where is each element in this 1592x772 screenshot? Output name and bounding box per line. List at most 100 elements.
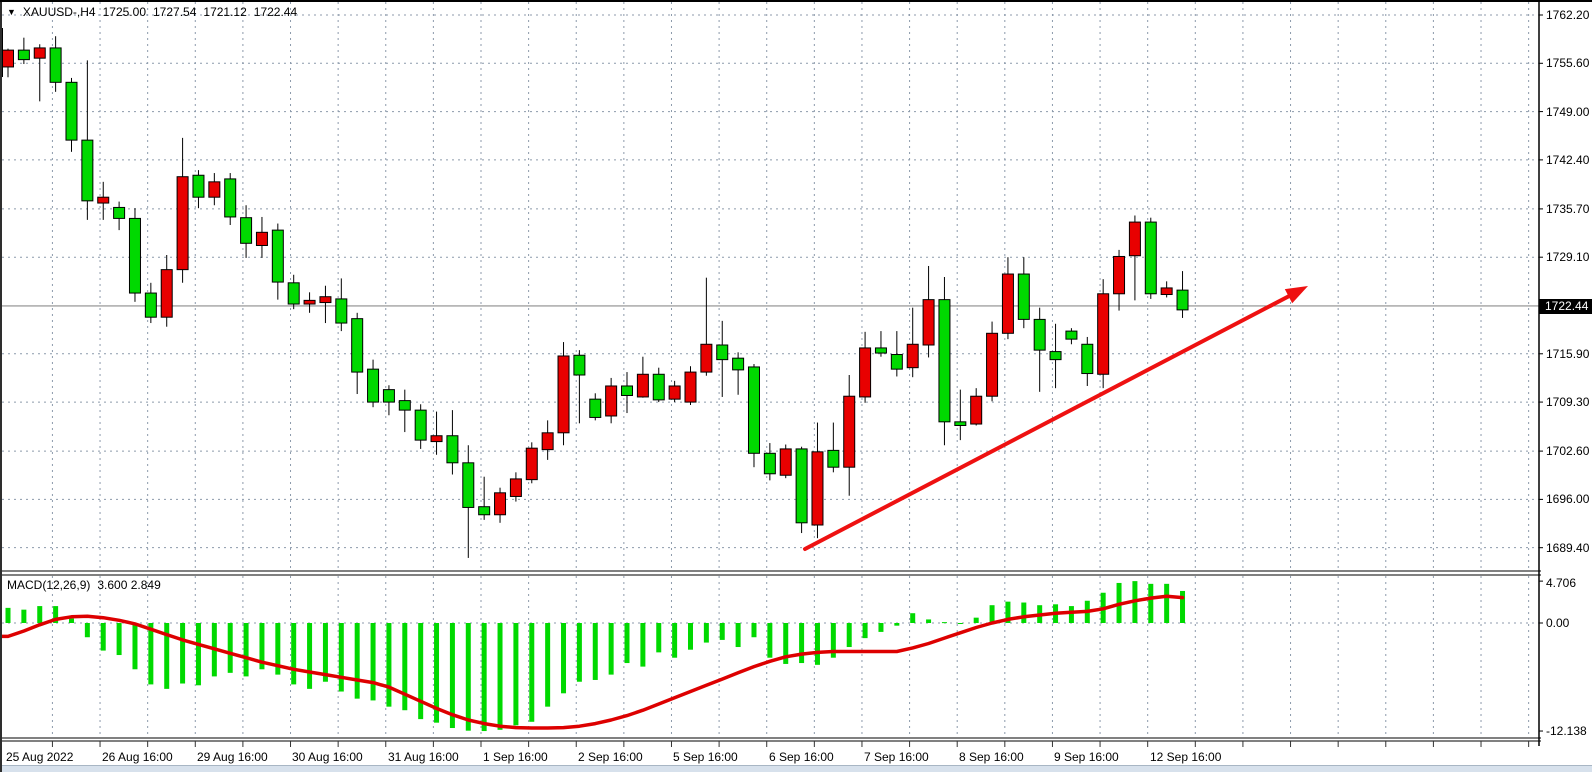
horizontal-scrollbar[interactable] xyxy=(0,765,1592,772)
candle-bearish xyxy=(779,448,792,476)
candle-bearish xyxy=(684,371,697,403)
macd-axis-label-max: 4.706 xyxy=(1546,576,1577,591)
price-axis-label: 1715.90 xyxy=(1546,346,1590,361)
date-axis-label: 8 Sep 16:00 xyxy=(959,750,1024,764)
candle-bullish xyxy=(81,139,94,202)
price-axis-label: 1696.00 xyxy=(1546,492,1590,507)
candle-bearish xyxy=(906,343,919,369)
macd-signal-line xyxy=(0,594,1185,730)
macd-histogram-bar xyxy=(259,623,265,670)
macd-histogram-bar xyxy=(640,623,646,667)
macd-histogram-bar xyxy=(719,623,725,640)
macd-histogram-bar xyxy=(751,623,757,638)
date-axis-label: 6 Sep 16:00 xyxy=(769,750,834,764)
macd-histogram-bar xyxy=(941,622,947,624)
candle-bearish xyxy=(33,47,46,59)
macd-histogram-bar xyxy=(1005,601,1011,623)
candle-bullish xyxy=(478,506,491,516)
candle-bearish xyxy=(1128,221,1141,257)
macd-histogram-bar xyxy=(418,623,424,720)
macd-histogram-bar xyxy=(243,623,249,677)
macd-histogram-bar xyxy=(291,623,297,685)
current-price-tag: 1722.44 xyxy=(1539,299,1592,314)
macd-histogram-bar xyxy=(783,623,789,664)
macd-histogram-bar xyxy=(338,623,344,692)
macd-axis-label-zero: 0.00 xyxy=(1546,616,1570,630)
candle-bearish xyxy=(430,435,443,443)
macd-histogram-bar xyxy=(1068,606,1074,623)
macd-histogram-bar xyxy=(180,623,186,684)
price-axis-label: 1702.60 xyxy=(1546,444,1590,459)
macd-histogram-bar xyxy=(497,623,503,730)
candle-bearish xyxy=(859,347,872,398)
macd-histogram-bar xyxy=(1180,590,1186,623)
candle-bearish xyxy=(160,269,173,318)
trend-arrow-line xyxy=(803,291,1297,551)
candle-bullish xyxy=(763,452,776,475)
macd-histogram-bar xyxy=(561,623,567,694)
macd-histogram-bar xyxy=(481,623,487,732)
candle-bullish xyxy=(1176,289,1189,311)
candle-bearish xyxy=(700,343,713,373)
macd-current-values: 3.600 2.849 xyxy=(97,578,161,592)
date-axis-label: 25 Aug 2022 xyxy=(6,750,74,764)
candle-bullish xyxy=(17,49,30,61)
candle-bullish xyxy=(589,398,602,418)
macd-histogram-bar xyxy=(910,613,916,623)
macd-histogram-bar xyxy=(132,623,138,670)
macd-histogram-bar xyxy=(116,623,122,656)
macd-histogram-bar xyxy=(322,623,328,682)
macd-histogram-bar xyxy=(307,623,313,689)
date-axis-label: 29 Aug 16:00 xyxy=(197,750,268,764)
price-axis-label: 1742.40 xyxy=(1546,152,1590,167)
macd-histogram-bar xyxy=(878,623,884,632)
macd-histogram-bar xyxy=(608,623,614,675)
price-axis-label: 1762.20 xyxy=(1546,8,1590,22)
ohlc-close: 1722.44 xyxy=(253,5,298,19)
candle-bullish xyxy=(1144,221,1157,295)
ohlc-open: 1725.00 xyxy=(102,5,146,19)
candle-bearish xyxy=(176,176,189,271)
candle-bullish xyxy=(240,217,253,244)
candle-bearish xyxy=(811,451,824,526)
macd-histogram-bar xyxy=(68,618,74,623)
macd-axis-label-min: -12.138 xyxy=(1546,724,1587,739)
candle-bullish xyxy=(938,299,951,423)
candle-bearish xyxy=(1097,293,1110,375)
macd-histogram-bar xyxy=(148,623,154,685)
macd-indicator-label: MACD(12,26,9) 3.600 2.849 xyxy=(7,578,161,592)
candle-bullish xyxy=(1017,273,1030,320)
window-left-border xyxy=(0,0,2,772)
macd-histogram-bar xyxy=(545,623,551,707)
macd-histogram-bar xyxy=(195,623,201,686)
candle-bullish xyxy=(271,229,284,283)
symbol-timeframe-label: XAUUSD-,H4 xyxy=(22,5,96,19)
macd-histogram-bar xyxy=(449,623,455,729)
macd-histogram-bar xyxy=(465,623,471,731)
candle-bullish xyxy=(1033,318,1046,351)
symbol-collapse-icon[interactable]: ▼ xyxy=(7,7,16,17)
price-axis-label: 1729.10 xyxy=(1546,250,1590,265)
candle-bullish xyxy=(795,448,808,524)
price-axis-label: 1755.60 xyxy=(1546,56,1590,71)
macd-histogram-bar xyxy=(576,623,582,682)
macd-histogram-bar xyxy=(1164,583,1170,623)
trend-arrow-head xyxy=(1284,286,1308,304)
candle-bullish xyxy=(1049,351,1062,361)
macd-histogram-bar xyxy=(799,623,805,664)
candle-bearish xyxy=(541,432,554,451)
macd-histogram-bar xyxy=(1148,583,1154,623)
candle-bearish xyxy=(494,492,507,516)
candle-bullish xyxy=(716,344,729,361)
chart-header: ▼ XAUUSD-,H4 1725.00 1727.54 1721.12 172… xyxy=(7,5,297,19)
date-axis-label: 26 Aug 16:00 xyxy=(102,750,173,764)
candle-bearish xyxy=(525,447,538,481)
macd-histogram-bar xyxy=(53,606,59,623)
macd-histogram-bar xyxy=(370,623,376,701)
candle-bullish xyxy=(732,357,745,371)
candle-bearish xyxy=(319,296,332,304)
candle-bearish xyxy=(922,299,935,346)
macd-histogram-bar xyxy=(989,605,995,623)
